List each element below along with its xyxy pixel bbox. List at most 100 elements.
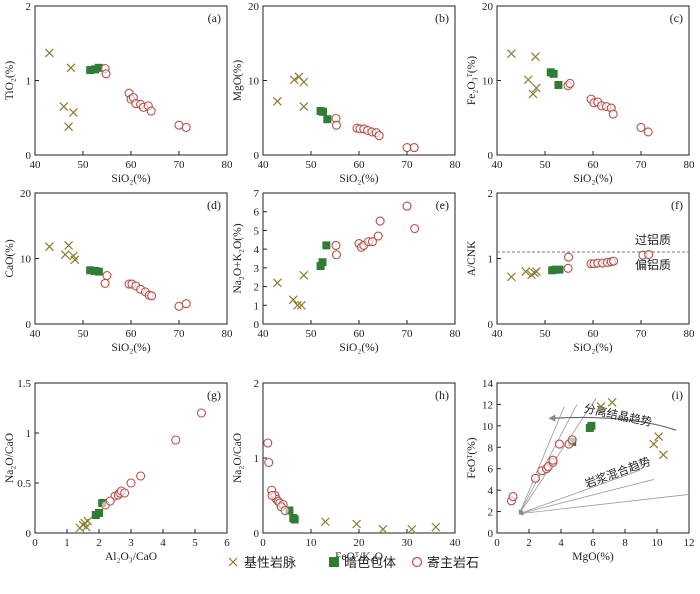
- data-point-x: [64, 240, 74, 250]
- x-tick-label: 40: [258, 328, 270, 340]
- x-tick-label: 70: [402, 328, 414, 340]
- data-point-circle: [563, 252, 574, 262]
- data-point-x: [523, 75, 533, 85]
- series-circle: [506, 435, 577, 506]
- x-tick-label: 60: [126, 328, 138, 340]
- y-tick-label: 10: [20, 254, 32, 266]
- data-point-circle: [643, 127, 653, 137]
- series-circle: [563, 250, 654, 273]
- x-tick-label: 2: [526, 537, 532, 549]
- series-square: [316, 107, 332, 124]
- x-axis-label: SiO₂(%): [573, 173, 612, 185]
- y-tick-label: 0: [26, 528, 32, 540]
- data-point-x: [596, 402, 606, 411]
- legend-label: 暗色包体: [344, 555, 396, 570]
- data-point-x: [607, 397, 617, 407]
- x-tick-label: 40: [492, 328, 504, 340]
- data-point-circle: [331, 240, 341, 250]
- data-point-circle: [565, 78, 575, 89]
- legend-item-host-rock: 寄主岩石: [411, 555, 479, 570]
- x-axis-label: SiO₂(%): [339, 173, 378, 185]
- data-point-x: [530, 52, 540, 62]
- data-point-x: [66, 63, 76, 73]
- y-axis-label: Fe₂O₃ᵀ(%): [466, 56, 478, 105]
- y-axis-label: Na₂O+K₂O(%): [232, 223, 244, 293]
- trend-arrow-line: [518, 404, 578, 515]
- series-x: [272, 270, 309, 310]
- y-tick-label: 1.5: [17, 378, 31, 390]
- data-point-x: [44, 242, 54, 252]
- x-tick-label: 40: [30, 328, 42, 340]
- x-tick-label: 60: [126, 159, 138, 171]
- x-tick-label: 5: [192, 537, 198, 549]
- data-point-circle: [375, 216, 385, 226]
- x-axis-label: SiO₂(%): [339, 342, 378, 354]
- y-axis-label: MgO(%): [232, 60, 244, 102]
- y-axis-label: Na₂O/CaO: [232, 433, 244, 483]
- annotation-magma-mixing: 岩浆混合趋势: [583, 454, 653, 491]
- y-tick-label: 12: [482, 399, 493, 411]
- trend-arrow-line: [518, 397, 597, 515]
- data-point-x: [60, 250, 70, 259]
- data-point-x: [299, 102, 309, 111]
- y-tick-label: 0: [254, 150, 260, 162]
- data-point-x: [378, 524, 388, 534]
- data-point-x: [658, 450, 668, 460]
- data-point-x: [81, 522, 91, 532]
- chart-panel-h: 0 10 20 30 40 0 1 2 FeOᵀ/K₂O Na₂O/CaO (h): [232, 378, 461, 563]
- y-tick-label: 7: [254, 188, 260, 200]
- y-tick-label: 10: [248, 76, 260, 88]
- series-x: [44, 240, 80, 265]
- data-point-x: [531, 267, 541, 277]
- y-tick-label: 1: [254, 300, 260, 312]
- data-point-circle: [548, 455, 558, 465]
- data-point-circle: [196, 408, 206, 418]
- y-tick-label: 10: [482, 76, 494, 88]
- data-point-x: [531, 83, 541, 93]
- legend-marker-circle: [411, 556, 423, 568]
- series-circle: [331, 201, 420, 260]
- data-point-circle: [101, 69, 111, 79]
- x-axis-label: SiO₂(%): [573, 342, 612, 354]
- data-point-x: [289, 75, 299, 85]
- plot-frame: [34, 192, 228, 325]
- y-tick-label: 20: [482, 1, 494, 13]
- x-tick-label: 80: [450, 328, 462, 340]
- x-tick-label: 60: [588, 328, 600, 340]
- y-tick-label: 8: [488, 442, 494, 454]
- data-point-square: [86, 66, 95, 75]
- plot-frame: [496, 5, 690, 156]
- trend-arrow-line: [518, 479, 654, 516]
- x-tick-label: 0: [494, 537, 500, 549]
- plot-frame: [34, 5, 228, 156]
- data-point-circle: [644, 250, 654, 260]
- legend-label: 基性岩脉: [244, 555, 296, 570]
- x-tick-label: 70: [174, 328, 186, 340]
- data-point-circle: [410, 224, 420, 234]
- x-tick-label: 50: [306, 159, 318, 171]
- data-point-circle: [608, 109, 618, 119]
- data-point-circle: [147, 291, 157, 301]
- chart-panel-c: 40 50 60 70 80 0 10 20 SiO₂(%) Fe₂O₃ᵀ(%) (c): [466, 1, 695, 185]
- data-point-square: [323, 115, 332, 124]
- data-point-circle: [367, 237, 377, 247]
- y-tick-label: 0: [26, 319, 32, 331]
- data-point-x: [293, 300, 302, 310]
- series-square: [316, 241, 331, 270]
- data-point-x: [506, 272, 516, 282]
- x-tick-label: 60: [588, 159, 600, 171]
- trend-arrow-line: [518, 494, 690, 516]
- x-tick-label: 70: [174, 159, 186, 171]
- x-tick-label: 10: [652, 537, 664, 549]
- y-tick-label: 4: [488, 485, 494, 497]
- data-point-square: [94, 63, 103, 72]
- data-point-x: [407, 524, 417, 534]
- data-point-circle: [402, 201, 412, 211]
- x-tick-label: 6: [590, 537, 596, 549]
- x-tick-label: 0: [32, 537, 38, 549]
- legend-item-dark-enclave: 暗色包体: [329, 555, 396, 570]
- y-tick-label: 6: [254, 207, 260, 219]
- series-x: [272, 72, 309, 111]
- x-tick-label: 40: [30, 159, 42, 171]
